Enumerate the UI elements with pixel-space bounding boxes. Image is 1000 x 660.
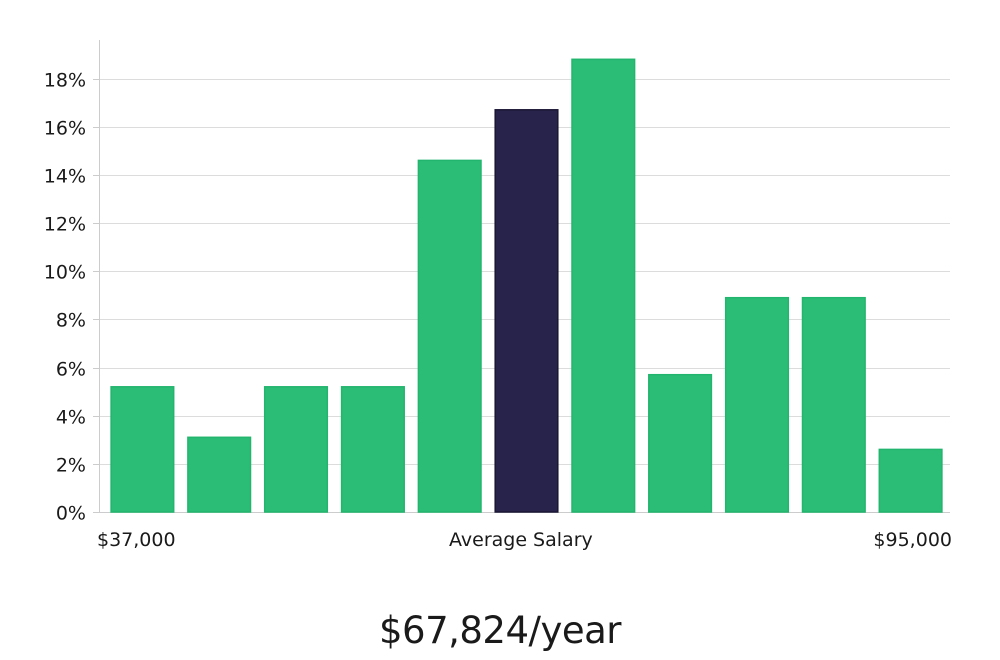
average-salary-figure: $67,824/year xyxy=(378,609,622,652)
bar xyxy=(878,448,943,513)
bar xyxy=(110,386,175,513)
bars xyxy=(110,58,943,513)
y-tick-label: 6% xyxy=(56,359,86,381)
x-axis-center-label: Average Salary xyxy=(449,529,593,551)
y-tick-label: 14% xyxy=(44,166,86,188)
y-tick-label: 4% xyxy=(56,407,86,429)
x-axis-min-label: $37,000 xyxy=(97,529,176,551)
x-axis-max-label: $95,000 xyxy=(873,529,952,551)
bar-highlighted-average xyxy=(494,109,559,513)
bar xyxy=(417,159,482,513)
bar xyxy=(801,296,866,513)
bar xyxy=(648,373,713,513)
y-tick-label: 2% xyxy=(56,455,86,477)
bar xyxy=(263,386,329,513)
bar xyxy=(340,386,405,513)
bar xyxy=(571,58,636,513)
bar xyxy=(724,296,790,513)
bar xyxy=(187,436,252,513)
y-axis-ticks: 0% 2% 4% 6% 8% 10% 12% 14% 16% 18% xyxy=(44,70,99,525)
y-tick-label: 10% xyxy=(44,262,86,284)
y-tick-label: 8% xyxy=(56,310,86,332)
y-tick-label: 12% xyxy=(44,214,86,236)
y-tick-label: 16% xyxy=(44,118,86,140)
y-tick-label: 18% xyxy=(44,70,86,92)
y-tick-label: 0% xyxy=(56,503,86,525)
